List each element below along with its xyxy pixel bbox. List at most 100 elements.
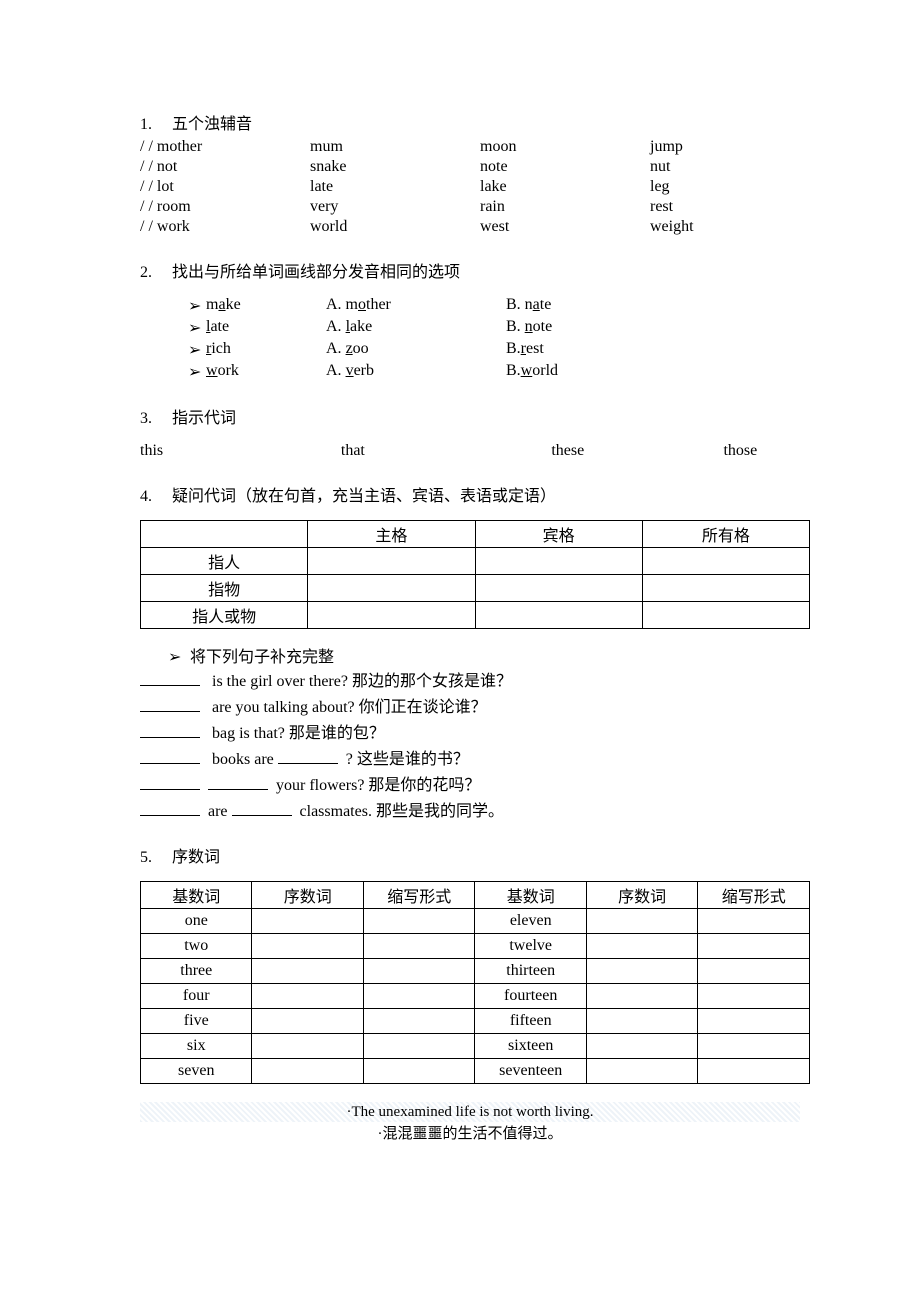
table-cell[interactable] [308,602,475,629]
phon-option-b: B. note [506,318,626,338]
blank[interactable] [208,775,268,790]
table-cell[interactable] [252,1009,363,1034]
table-cell[interactable] [586,934,697,959]
table-header-cell: 序数词 [586,882,697,909]
table-cell[interactable] [586,1059,697,1084]
table-cell[interactable] [586,959,697,984]
table-cell[interactable] [698,1009,810,1034]
table-cell[interactable] [252,984,363,1009]
table-header-cell: 基数词 [475,882,586,909]
table-cell: eleven [475,909,586,934]
table-cell[interactable] [698,1034,810,1059]
question-pronoun-table: 主格宾格所有格指人指物指人或物 [140,520,810,629]
table-header-cell: 宾格 [475,521,642,548]
demo-this: this [140,442,341,460]
table-header-cell: 所有格 [642,521,809,548]
table-cell: 指人 [141,548,308,575]
fill-line-6: are classmates. 那些是我的同学。 [140,797,800,821]
table-cell[interactable] [252,934,363,959]
table-header-cell [141,521,308,548]
phon-option-a: A. zoo [326,340,506,360]
page: 1. 五个浊辅音 / / mothermummoonjump/ / notsna… [0,0,920,1183]
table-row: sixsixteen [141,1034,810,1059]
table-cell[interactable] [252,1034,363,1059]
arrow-icon: ➢ [188,340,206,360]
phonetics-row: ➢workA. verbB.world [140,362,800,382]
table-row: 指物 [141,575,810,602]
blank[interactable] [140,671,200,686]
fill-text: bag is that? 那是谁的包？ [212,725,385,742]
table-cell[interactable] [363,1034,474,1059]
table-cell[interactable] [698,909,810,934]
table-cell[interactable] [586,984,697,1009]
phon-option-b: B.rest [506,340,626,360]
fill-text: are you talking about? 你们正在谈论谁？ [212,699,487,716]
table-cell[interactable] [642,575,809,602]
consonant-c1: / / room [140,198,310,216]
table-cell: seven [141,1059,252,1084]
consonant-c4: nut [650,158,770,176]
section-4-text: 疑问代词（放在句首，充当主语、宾语、表语或定语） [172,488,556,505]
fill-text: your flowers? 那是你的花吗？ [276,777,480,794]
table-cell[interactable] [308,575,475,602]
ordinal-table: 基数词序数词缩写形式基数词序数词缩写形式oneeleventwotwelveth… [140,881,810,1084]
blank[interactable] [140,697,200,712]
section-1-num: 1. [140,116,168,134]
table-cell[interactable] [698,984,810,1009]
table-cell[interactable] [308,548,475,575]
table-cell[interactable] [252,909,363,934]
blank[interactable] [278,749,338,764]
table-cell: two [141,934,252,959]
table-cell[interactable] [363,1009,474,1034]
table-cell[interactable] [698,934,810,959]
fill-text: are [208,803,228,820]
table-cell[interactable] [586,909,697,934]
phon-option-a: A. lake [326,318,506,338]
table-cell[interactable] [642,548,809,575]
table-row: threethirteen [141,959,810,984]
section-2-title: 2. 找出与所给单词画线部分发音相同的选项 [140,258,800,282]
table-cell: five [141,1009,252,1034]
phon-word: late [206,318,326,338]
table-row: twotwelve [141,934,810,959]
section-3-num: 3. [140,410,168,428]
consonant-row: / / mothermummoonjump [140,138,800,156]
table-row: sevenseventeen [141,1059,810,1084]
table-cell[interactable] [698,959,810,984]
arrow-icon: ➢ [188,362,206,382]
phonetics-row: ➢makeA. motherB. nate [140,296,800,316]
table-cell[interactable] [475,548,642,575]
table-cell[interactable] [363,934,474,959]
consonant-c2: snake [310,158,480,176]
consonant-c2: mum [310,138,480,156]
consonant-c1: / / not [140,158,310,176]
section-5-title: 5. 序数词 [140,843,800,867]
table-cell[interactable] [252,959,363,984]
table-cell[interactable] [363,1059,474,1084]
table-cell[interactable] [475,602,642,629]
table-cell[interactable] [363,984,474,1009]
section-3-text: 指示代词 [172,410,236,427]
blank[interactable] [140,749,200,764]
table-cell[interactable] [252,1059,363,1084]
table-cell[interactable] [586,1009,697,1034]
table-row: fivefifteen [141,1009,810,1034]
table-cell[interactable] [363,909,474,934]
table-cell: three [141,959,252,984]
blank[interactable] [140,775,200,790]
blank[interactable] [140,723,200,738]
table-cell[interactable] [475,575,642,602]
table-cell[interactable] [586,1034,697,1059]
table-cell[interactable] [642,602,809,629]
table-cell[interactable] [363,959,474,984]
fill-line-3: bag is that? 那是谁的包？ [140,719,800,743]
fill-line-1: is the girl over there? 那边的那个女孩是谁？ [140,667,800,691]
fill-text: ? 这些是谁的书？ [346,751,469,768]
blank[interactable] [232,801,292,816]
fill-text: books are [212,751,274,768]
demo-these: these [551,442,723,460]
footer-quote-zh: ·混混噩噩的生活不值得过。 [140,1122,800,1143]
table-cell[interactable] [698,1059,810,1084]
blank[interactable] [140,801,200,816]
section-4-title: 4. 疑问代词（放在句首，充当主语、宾语、表语或定语） [140,482,800,506]
